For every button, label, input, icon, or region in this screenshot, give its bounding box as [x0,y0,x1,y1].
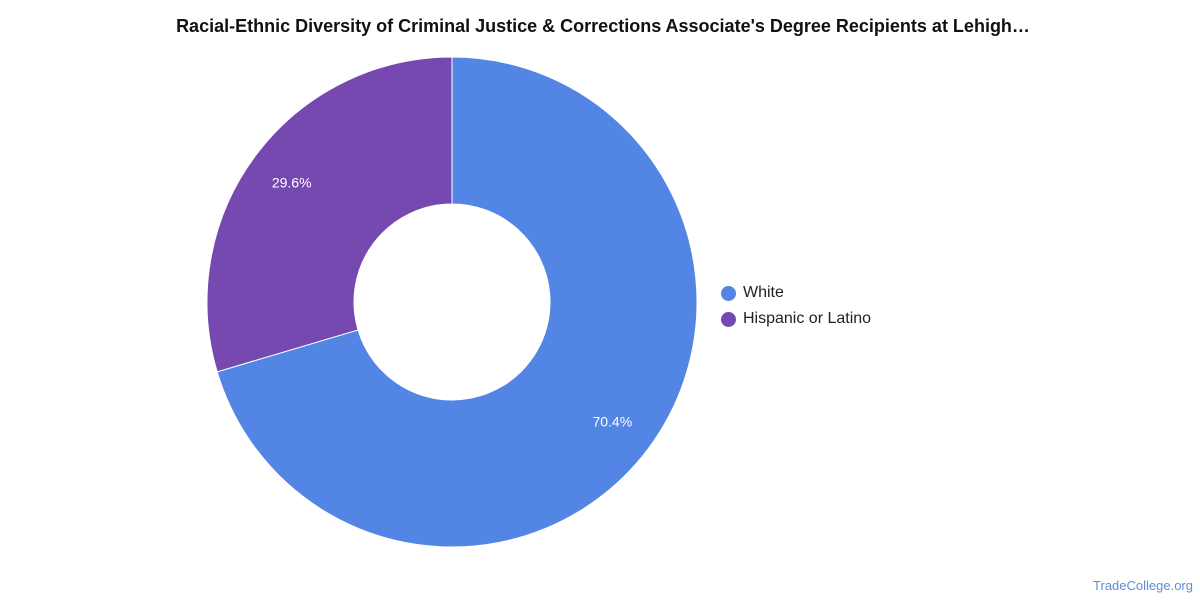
legend: White Hispanic or Latino [721,280,871,332]
slice-hispanic-or-latino[interactable] [206,56,453,373]
watermark-tradecollege[interactable]: TradeCollege.org [1093,578,1193,593]
legend-label-hispanic-or-latino: Hispanic or Latino [743,310,872,327]
legend-swatch-white [721,285,736,301]
data-label-hispanic-or-latino: 29.6% [272,174,312,190]
legend-swatch-hispanic-or-latino [721,311,736,327]
legend-item-white[interactable]: White [721,280,871,306]
legend-label-white: White [743,284,784,301]
chart-title: Racial-Ethnic Diversity of Criminal Just… [176,16,1030,36]
legend-item-hispanic-or-latino[interactable]: Hispanic or Latino [721,306,871,332]
data-label-white: 70.4% [592,414,632,430]
slice-white[interactable] [216,56,698,548]
